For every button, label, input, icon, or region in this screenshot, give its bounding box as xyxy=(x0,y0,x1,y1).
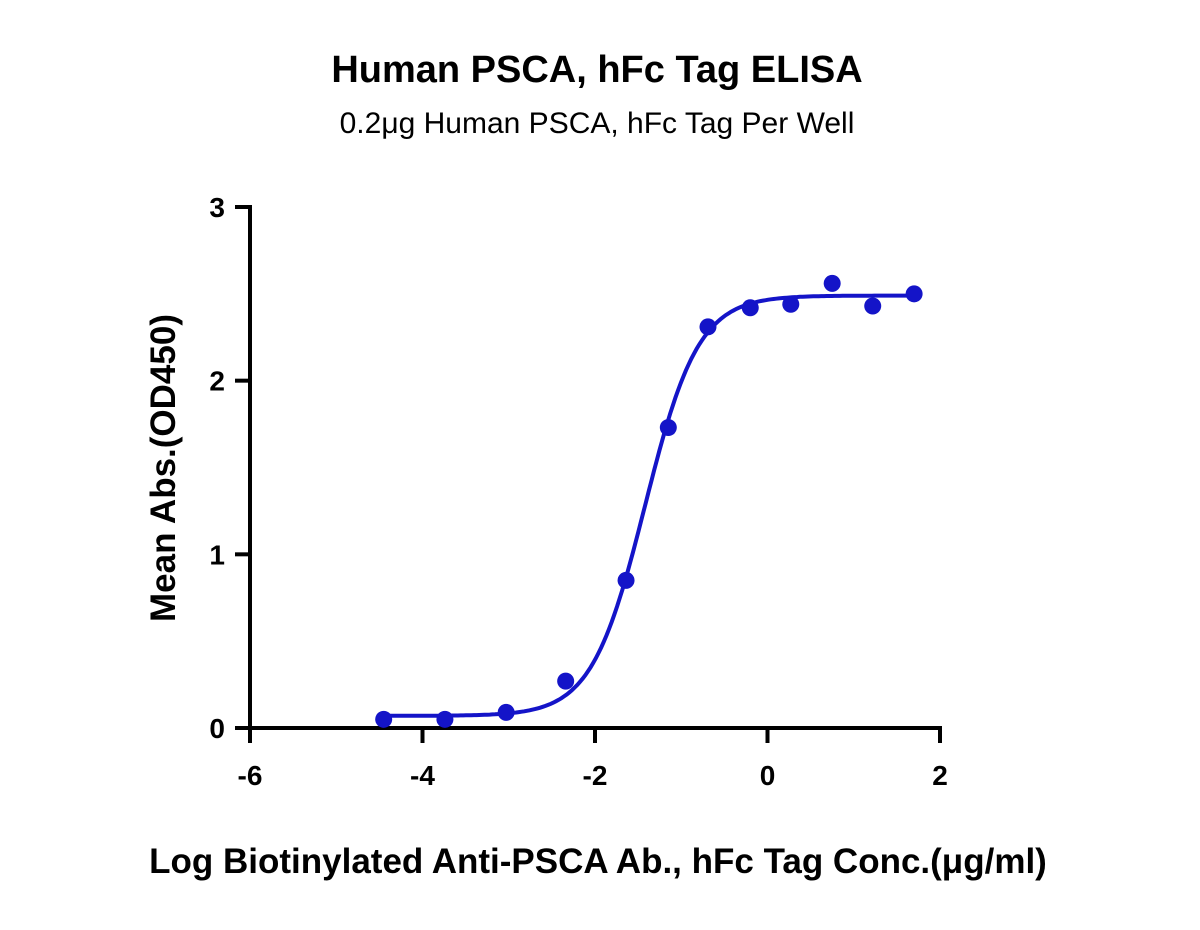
x-tick-label: -6 xyxy=(238,760,263,791)
data-point xyxy=(497,703,515,721)
data-point xyxy=(699,318,717,336)
x-tick-label: -2 xyxy=(583,760,608,791)
x-axis-label: Log Biotinylated Anti-PSCA Ab., hFc Tag … xyxy=(149,842,1047,881)
y-axis-label: Mean Abs.(OD450) xyxy=(144,314,183,622)
data-point xyxy=(823,274,841,292)
data-point xyxy=(741,299,759,317)
data-point xyxy=(375,710,393,728)
fit-curve xyxy=(383,293,915,718)
data-point xyxy=(557,672,575,690)
data-point xyxy=(782,295,800,313)
data-point xyxy=(436,710,454,728)
data-point xyxy=(905,285,923,303)
y-tick-label: 3 xyxy=(209,192,225,223)
x-tick-label: 2 xyxy=(932,760,948,791)
x-tick-label: 0 xyxy=(760,760,776,791)
data-point xyxy=(659,419,677,437)
data-point xyxy=(617,571,635,589)
x-tick-label: -4 xyxy=(410,760,435,791)
data-point xyxy=(864,297,882,315)
y-tick-label: 0 xyxy=(209,713,225,744)
y-tick-label: 1 xyxy=(209,539,225,570)
chart-title: Human PSCA, hFc Tag ELISA xyxy=(331,49,862,91)
y-tick-label: 2 xyxy=(209,366,225,397)
chart-subtitle: 0.2μg Human PSCA, hFc Tag Per Well xyxy=(340,107,855,140)
